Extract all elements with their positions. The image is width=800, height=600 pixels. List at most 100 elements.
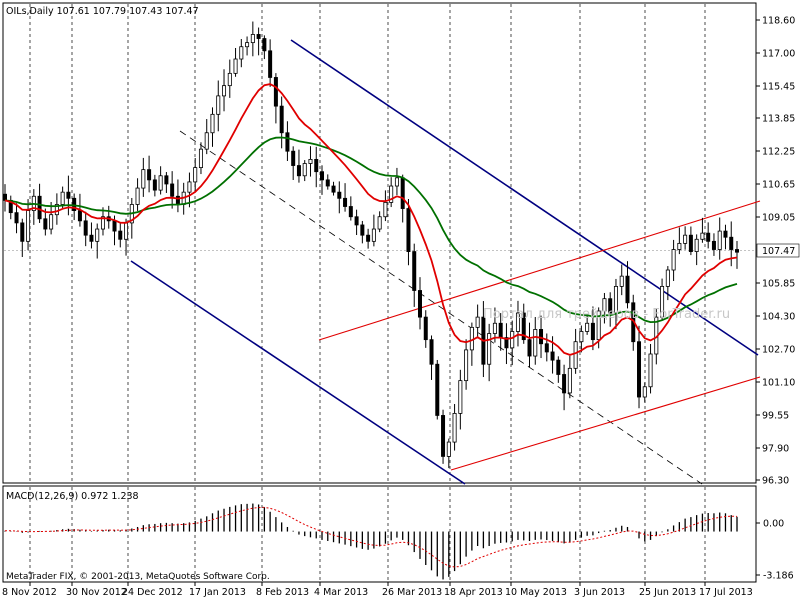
candle-body: [492, 322, 497, 334]
candle-body: [170, 183, 175, 197]
x-tick-label: 8 Nov 2012: [2, 587, 57, 598]
macd-layer: [4, 503, 738, 580]
candle-body: [533, 329, 538, 357]
candle-body: [366, 234, 371, 242]
x-tick-label: 30 Nov 2012: [66, 587, 127, 598]
candle-body: [406, 208, 411, 252]
y-tick-label: 99.55: [762, 411, 789, 422]
current-price-box: [756, 243, 800, 258]
candle-body: [43, 218, 48, 230]
candle-body: [135, 187, 140, 205]
blue-channel-lower: [130, 260, 466, 485]
candle-body: [683, 234, 688, 244]
candle-body: [383, 202, 388, 218]
candle-body: [216, 95, 221, 115]
candle-body: [198, 148, 203, 168]
candle-body: [521, 312, 526, 341]
y-tick-label: 118.60: [762, 16, 795, 27]
candle-body: [250, 34, 255, 44]
candle-body: [562, 374, 567, 394]
candle-body: [279, 105, 284, 134]
candle-body: [660, 285, 665, 318]
trend-channel-layer: [130, 39, 761, 485]
candle-body: [175, 195, 180, 205]
candle-body: [302, 163, 307, 177]
y-tick-label: 105.85: [762, 279, 795, 290]
macd-signal-line: [5, 506, 738, 568]
candle-body: [700, 232, 705, 240]
candle-body: [83, 220, 88, 236]
candle-body: [54, 204, 59, 216]
candle-body: [527, 339, 532, 357]
candle-body: [141, 169, 146, 189]
y-tick-label: 117.00: [762, 49, 795, 60]
candle-body: [590, 322, 595, 341]
candle-body: [193, 167, 198, 183]
candle-body: [37, 195, 42, 220]
candle-body: [354, 216, 359, 226]
x-tick-label: 18 Apr 2013: [444, 587, 503, 598]
candle-body: [377, 216, 382, 230]
candle-body: [112, 220, 117, 232]
candle-body: [262, 38, 267, 52]
candle-body: [729, 236, 734, 250]
candle-body: [158, 175, 163, 191]
candle-body: [544, 343, 549, 353]
candle-body: [60, 191, 65, 205]
candle-body: [550, 351, 555, 361]
candle-body: [567, 367, 572, 394]
candle-body: [423, 316, 428, 341]
candle-body: [164, 175, 169, 185]
x-tick-label: 17 Jul 2013: [699, 587, 753, 598]
candle-body: [706, 232, 711, 242]
candle-body: [337, 191, 342, 199]
candle-body: [320, 171, 325, 181]
candle-body: [348, 206, 353, 218]
candle-body: [717, 230, 722, 250]
candle-body: [360, 224, 365, 236]
candle-body: [204, 132, 209, 150]
candle-body: [400, 177, 405, 209]
x-tick-label: 8 Feb 2013: [256, 587, 309, 598]
candle-body: [602, 298, 607, 312]
candle-body: [314, 158, 319, 173]
candle-body: [124, 222, 129, 240]
candle-body: [95, 228, 100, 242]
candle-body: [596, 310, 601, 341]
y-tick-label: 97.90: [762, 444, 789, 455]
x-tick-label: 26 Mar 2013: [382, 587, 442, 598]
candle-body: [77, 210, 82, 222]
candle-body: [118, 230, 123, 240]
candle-body: [14, 212, 19, 224]
candle-body: [245, 42, 250, 48]
y-tick-label: 115.45: [762, 82, 795, 93]
candle-body: [694, 238, 699, 252]
fast-moving-average: [4, 83, 738, 356]
candle-body: [608, 298, 613, 314]
y-tick-label: 102.70: [762, 345, 795, 356]
slow-moving-average: [4, 136, 738, 324]
macd-tick-label: 0.00: [763, 519, 784, 530]
candle-body: [417, 290, 422, 318]
x-tick-label: 17 Jan 2013: [189, 587, 246, 598]
candle-body: [394, 177, 399, 187]
candle-body: [285, 132, 290, 152]
red-channel-lower: [450, 376, 761, 471]
candle-body: [239, 46, 244, 60]
y-tick-label: 104.30: [762, 312, 795, 323]
candle-body: [677, 242, 682, 250]
y-tick-label: 112.25: [762, 147, 795, 158]
candle-body: [579, 331, 584, 343]
candle-body: [498, 322, 503, 339]
candle-body: [665, 269, 670, 287]
candle-body: [573, 341, 578, 369]
y-tick-label: 109.05: [762, 213, 795, 224]
x-tick-label: 25 Jun 2013: [639, 587, 696, 598]
candle-body: [619, 275, 624, 287]
candle-body: [291, 150, 296, 166]
candle-body: [735, 249, 740, 253]
x-tick-label: 10 May 2013: [505, 587, 567, 598]
candle-body: [435, 363, 440, 416]
candle-body: [256, 34, 261, 39]
candle-body: [441, 415, 446, 457]
